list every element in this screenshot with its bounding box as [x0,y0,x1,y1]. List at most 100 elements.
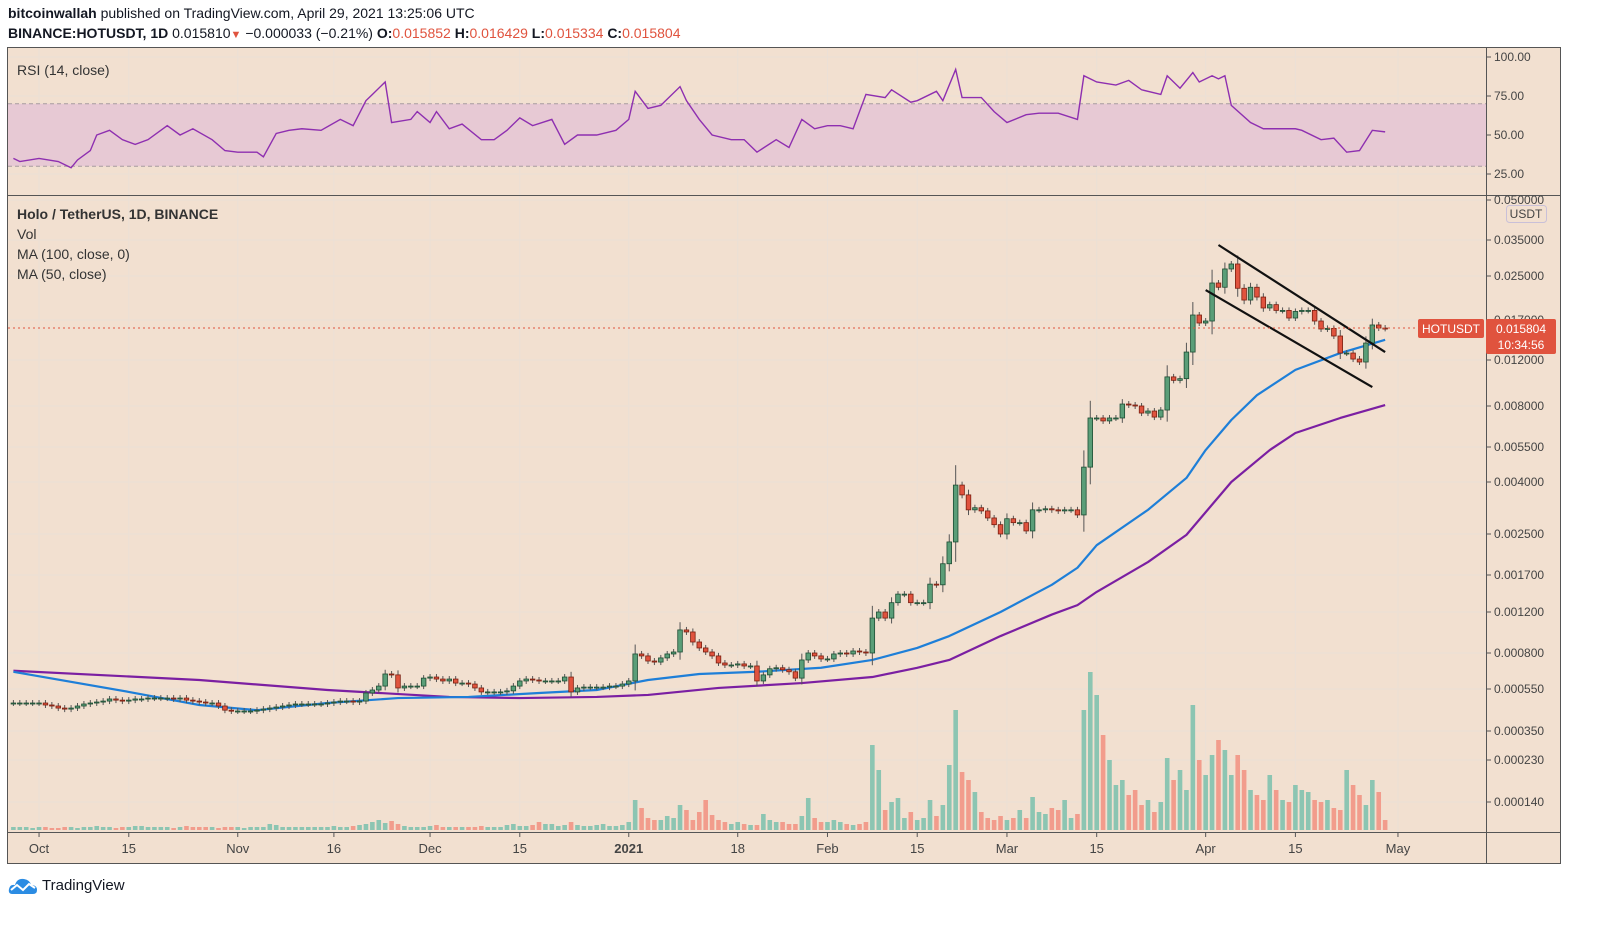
volume-bar [331,826,337,830]
candle-down [818,655,824,660]
candle-up [1004,518,1010,535]
candle-up [1036,509,1042,512]
volume-bar [1273,790,1279,830]
candle-down [170,697,177,700]
tradingview-cloud-icon [8,878,38,894]
candle-down [882,611,888,619]
volume-bar [620,825,625,830]
candle-down [709,651,715,657]
candle-down [754,665,760,682]
price-tick-label: 0.000550 [1494,682,1544,696]
brand-name: TradingView [42,876,125,894]
volume-bar [1036,812,1042,830]
volume-bar [799,816,805,830]
volume-bar [23,827,29,830]
volume-bar [863,822,869,830]
candle-down [1318,320,1324,330]
volume-bar [408,827,414,830]
candle-up [837,652,843,655]
volume-bar [645,818,651,830]
candle-up [164,697,170,700]
candle-up [517,680,523,687]
volume-bar [607,826,612,830]
trendlines[interactable] [1205,244,1386,389]
volume-bar [940,805,946,830]
volume-bar [818,822,824,830]
candle-down [1350,352,1356,360]
candle-up [760,674,767,682]
candle-down [1132,404,1138,407]
volume-bar [1126,795,1132,830]
volume-bar [1267,775,1273,830]
legend-volume: Vol [17,226,36,242]
time-tick-label: Apr [1196,841,1217,856]
volume-bar [382,823,388,830]
candle-down [196,700,202,703]
candle-down [1337,335,1343,354]
volume-bar [671,818,676,830]
candle-down [1331,328,1337,337]
candle-down [61,707,68,710]
volume-bar [1318,802,1324,830]
candle-up [876,611,882,619]
volume-bar [812,818,817,830]
candle-up [318,703,324,706]
time-axis[interactable]: Oct 15 Nov 16 Dec 15 2021 18 Feb 15 Mar 15 Apr 15 May [29,832,1411,856]
ma50-line [13,338,1386,712]
volume-bar [953,710,958,830]
volume-bar [632,800,638,830]
rsi-axis[interactable]: 100.00 75.00 50.00 25.00 [1486,50,1531,181]
candle-up [1061,509,1068,512]
candle-up [337,700,344,703]
candle-down [42,702,49,706]
price-tick-label: 0.002500 [1494,527,1544,541]
price-tick-label: 0.000800 [1494,646,1544,660]
candle-up [459,682,465,685]
volume-bar [1087,672,1093,830]
volume-bars [11,672,1388,830]
volume-bar [30,828,35,830]
volume-bar [248,827,253,830]
candle-down [113,698,119,701]
volume-bar [446,827,452,830]
candle-down [1254,286,1260,298]
rsi-tick-label: 50.00 [1494,128,1524,142]
volume-bar [440,827,446,830]
candle-up [363,692,369,702]
candle-up [1145,410,1151,414]
volume-bar [722,822,728,830]
candle-up [241,710,247,713]
volume-bar [966,780,971,830]
candle-up [632,653,638,682]
currency-badge [1506,205,1547,223]
candle-up [427,676,433,679]
candle-up [1119,403,1126,419]
volume-bar [152,827,157,830]
volume-bar [421,827,426,830]
tradingview-logo[interactable]: TradingView [8,875,125,895]
volume-bar [1152,812,1157,830]
volume-bar [49,828,55,830]
candle-up [1158,409,1164,418]
volume-bar [177,827,183,830]
volume-bar [126,827,132,830]
candle-up [1279,310,1286,312]
volume-bar [466,827,471,830]
volume-bar [350,826,356,830]
volume-bar [754,825,760,830]
volume-bar [338,827,343,830]
volume-bar [652,820,657,830]
candle-up [561,676,568,682]
candle-down [1235,263,1241,289]
candle-up [74,705,81,709]
author-name[interactable]: bitcoinwallah [8,5,97,21]
volume-bar [1229,775,1234,830]
price-tick-label: 0.000350 [1494,724,1544,738]
time-tick-label: 15 [1288,841,1302,856]
bar-countdown: 10:34:56 [1498,338,1545,352]
volume-bar [1094,695,1099,830]
candle-down [844,652,850,655]
symbol-info: BINANCE:HOTUSDT, 1D 0.015810▼ −0.000033 … [8,25,681,41]
candle-up [1113,417,1119,420]
